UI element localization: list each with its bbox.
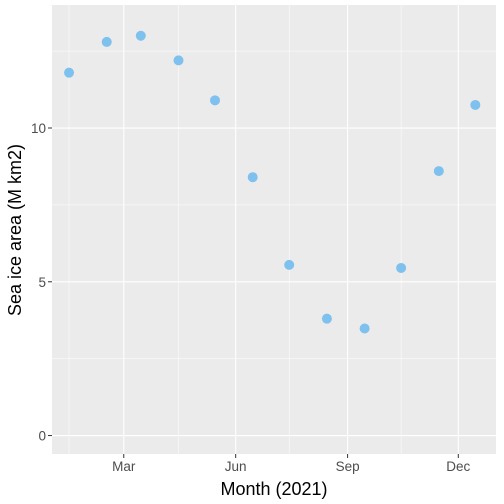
plot-panel: [52, 5, 496, 454]
data-point: [359, 323, 370, 334]
data-point: [64, 67, 75, 78]
x-axis: Mar Jun Sep Dec: [112, 454, 471, 474]
data-point: [433, 166, 444, 177]
y-tick-label: 5: [38, 275, 46, 290]
major-gridlines: [52, 5, 496, 454]
data-point: [284, 259, 295, 270]
y-axis: 0 5 10: [31, 121, 52, 444]
data-point: [321, 313, 332, 324]
minor-gridlines: [52, 5, 496, 454]
x-tick-label: Jun: [225, 459, 247, 474]
x-tick-label: Dec: [446, 459, 470, 474]
data-point: [101, 36, 112, 47]
y-axis-title: Sea ice area (M km2): [5, 144, 25, 316]
y-tick-label: 10: [31, 121, 46, 136]
y-tick-label: 0: [38, 429, 46, 444]
data-point: [173, 55, 184, 66]
x-tick-label: Sep: [336, 459, 360, 474]
data-points: [64, 30, 481, 334]
data-point: [135, 30, 146, 41]
data-point: [210, 95, 221, 106]
x-tick-label: Mar: [112, 459, 136, 474]
data-point: [470, 99, 481, 110]
data-point: [396, 262, 407, 273]
data-point: [247, 172, 258, 183]
x-axis-title: Month (2021): [220, 479, 327, 499]
